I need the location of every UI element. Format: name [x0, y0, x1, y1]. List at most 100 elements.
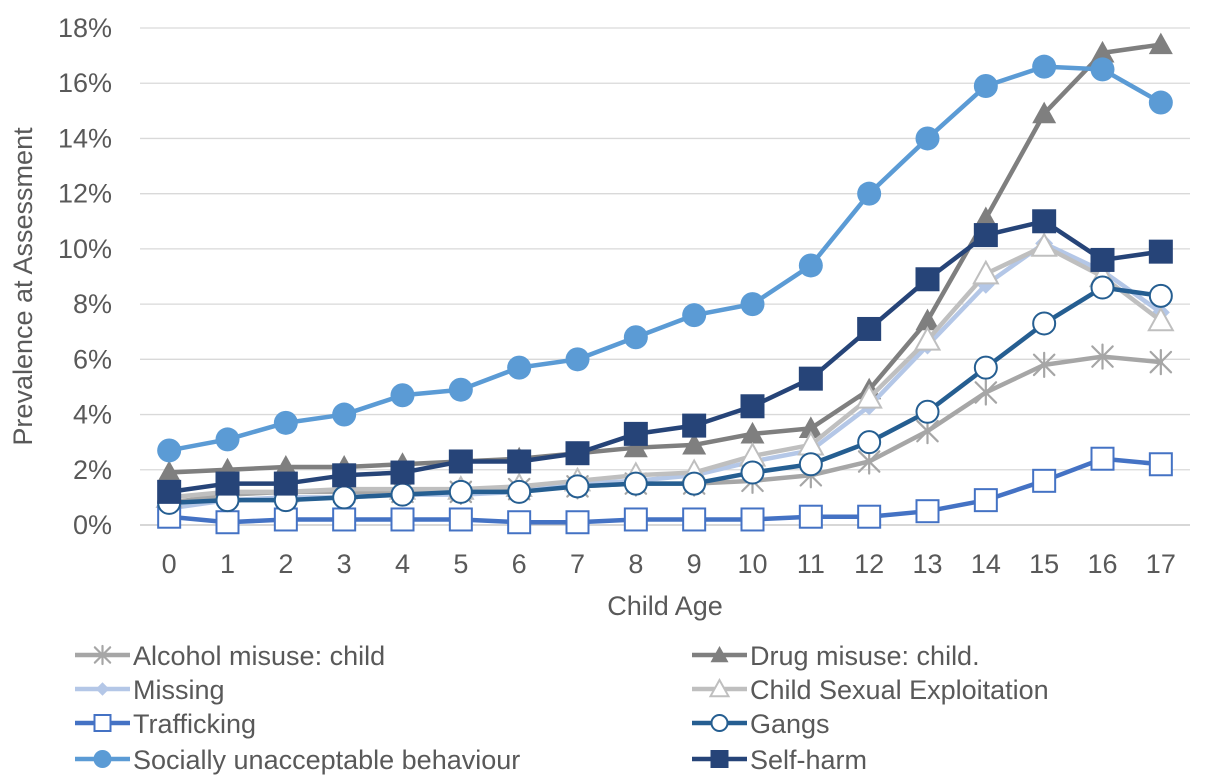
- x-tick-label: 3: [337, 549, 352, 579]
- data-point-socially-unacceptable-behaviour: [915, 126, 940, 151]
- data-point-drug-misuse-child: [740, 421, 765, 444]
- x-tick-label: 17: [1146, 549, 1176, 579]
- legend-item-trafficking: Trafficking: [75, 709, 256, 739]
- series-self-harm: [157, 209, 1173, 504]
- legend-label: Socially unacceptable behaviour: [133, 745, 520, 775]
- data-point-socially-unacceptable-behaviour: [390, 383, 415, 408]
- data-point-trafficking: [857, 504, 882, 529]
- data-point-alcohol-misuse-child: [1032, 351, 1056, 378]
- legend-item-socially-unacceptable-behaviour: Socially unacceptable behaviour: [75, 745, 520, 775]
- legend-label: Self-harm: [750, 745, 867, 775]
- data-point-trafficking: [1032, 468, 1057, 493]
- data-point-self-harm: [273, 471, 298, 496]
- data-point-child-sexual-exploitation: [1030, 232, 1058, 257]
- data-point-trafficking: [682, 507, 707, 532]
- data-point-drug-misuse-child: [682, 432, 707, 455]
- x-tick-label: 15: [1029, 549, 1059, 579]
- legend-item-self-harm: Self-harm: [692, 745, 867, 775]
- x-tick-label: 6: [512, 549, 527, 579]
- series-socially-unacceptable-behaviour: [157, 54, 1173, 463]
- data-point-gangs: [973, 355, 998, 380]
- data-point-gangs: [682, 471, 707, 496]
- legend-item-child-sexual-exploitation: Child Sexual Exploitation: [692, 675, 1049, 705]
- data-point-socially-unacceptable-behaviour: [1090, 57, 1115, 82]
- y-tick-label: 12%: [58, 179, 112, 209]
- y-tick-label: 10%: [58, 234, 112, 264]
- legend-swatch-marker: [710, 714, 729, 732]
- data-point-self-harm: [390, 460, 415, 485]
- data-point-socially-unacceptable-behaviour: [1148, 90, 1173, 115]
- data-point-socially-unacceptable-behaviour: [215, 427, 240, 452]
- data-point-trafficking: [565, 510, 590, 535]
- data-point-trafficking: [332, 507, 357, 532]
- data-point-drug-misuse-child: [623, 435, 648, 458]
- data-point-child-sexual-exploitation: [1147, 306, 1175, 332]
- data-point-self-harm: [740, 394, 765, 419]
- legend-swatch-marker: [95, 682, 110, 696]
- x-tick-label: 2: [278, 549, 293, 579]
- legend-item-missing: Missing: [75, 675, 225, 705]
- data-point-drug-misuse-child: [973, 206, 998, 229]
- data-point-trafficking: [798, 504, 823, 529]
- data-point-gangs: [740, 460, 765, 485]
- data-point-trafficking: [448, 507, 473, 532]
- legend-label: Alcohol misuse: child: [133, 641, 385, 671]
- y-axis-ticks: 0% 2% 4% 6% 8% 10% 12% 14% 16% 18%: [58, 13, 112, 540]
- y-tick-label: 18%: [58, 13, 112, 43]
- x-tick-label: 14: [971, 549, 1001, 579]
- data-point-alcohol-misuse-child: [1149, 348, 1173, 376]
- data-point-child-sexual-exploitation: [972, 259, 1000, 285]
- data-point-socially-unacceptable-behaviour: [332, 402, 357, 427]
- series-line-gangs: [166, 285, 1164, 506]
- data-point-trafficking: [215, 510, 240, 535]
- data-point-drug-misuse-child: [157, 460, 182, 483]
- data-point-gangs: [915, 399, 940, 424]
- data-point-drug-misuse-child: [273, 455, 298, 477]
- series-line-child-sexual-exploitation: [166, 243, 1164, 500]
- legend-label: Trafficking: [133, 709, 256, 739]
- data-point-trafficking: [915, 499, 940, 524]
- legend-swatch-marker: [93, 750, 112, 768]
- legend-label: Drug misuse: child.: [750, 641, 980, 671]
- x-tick-label: 16: [1087, 549, 1117, 579]
- legend-swatch-marker: [93, 644, 112, 666]
- data-point-self-harm: [1032, 209, 1057, 234]
- legend-label: Missing: [133, 675, 225, 705]
- data-point-trafficking: [973, 488, 998, 513]
- x-tick-label: 0: [162, 549, 177, 579]
- data-point-trafficking: [507, 510, 532, 535]
- data-point-socially-unacceptable-behaviour: [857, 181, 882, 206]
- data-point-trafficking: [1090, 446, 1115, 471]
- data-point-gangs: [507, 479, 532, 504]
- data-point-self-harm: [507, 449, 532, 474]
- data-point-self-harm: [448, 449, 473, 474]
- y-tick-label: 2%: [73, 455, 112, 485]
- data-point-self-harm: [157, 479, 182, 504]
- data-point-self-harm: [973, 223, 998, 248]
- data-point-gangs: [857, 430, 882, 455]
- series-gangs: [157, 275, 1173, 515]
- x-tick-label: 7: [570, 549, 585, 579]
- series-trafficking: [157, 446, 1173, 535]
- data-point-gangs: [1032, 311, 1057, 336]
- data-point-self-harm: [623, 421, 648, 446]
- data-point-socially-unacceptable-behaviour: [798, 253, 823, 278]
- y-axis-title: Prevalence at Assessment: [8, 127, 38, 446]
- x-tick-label: 11: [797, 549, 825, 579]
- data-point-gangs: [448, 479, 473, 504]
- data-point-gangs: [1090, 275, 1115, 300]
- data-point-self-harm: [682, 413, 707, 438]
- data-point-trafficking: [623, 507, 648, 532]
- x-tick-label: 5: [453, 549, 468, 579]
- data-point-drug-misuse-child: [1032, 101, 1057, 124]
- x-tick-label: 9: [687, 549, 702, 579]
- data-point-socially-unacceptable-behaviour: [623, 325, 648, 350]
- legend-item-alcohol-misuse-child: Alcohol misuse: child: [75, 641, 385, 671]
- x-axis-title: Child Age: [607, 591, 723, 621]
- x-tick-label: 12: [854, 549, 884, 579]
- data-point-socially-unacceptable-behaviour: [973, 73, 998, 98]
- series-group: [155, 32, 1175, 535]
- y-tick-label: 6%: [73, 344, 112, 374]
- data-point-socially-unacceptable-behaviour: [565, 347, 590, 372]
